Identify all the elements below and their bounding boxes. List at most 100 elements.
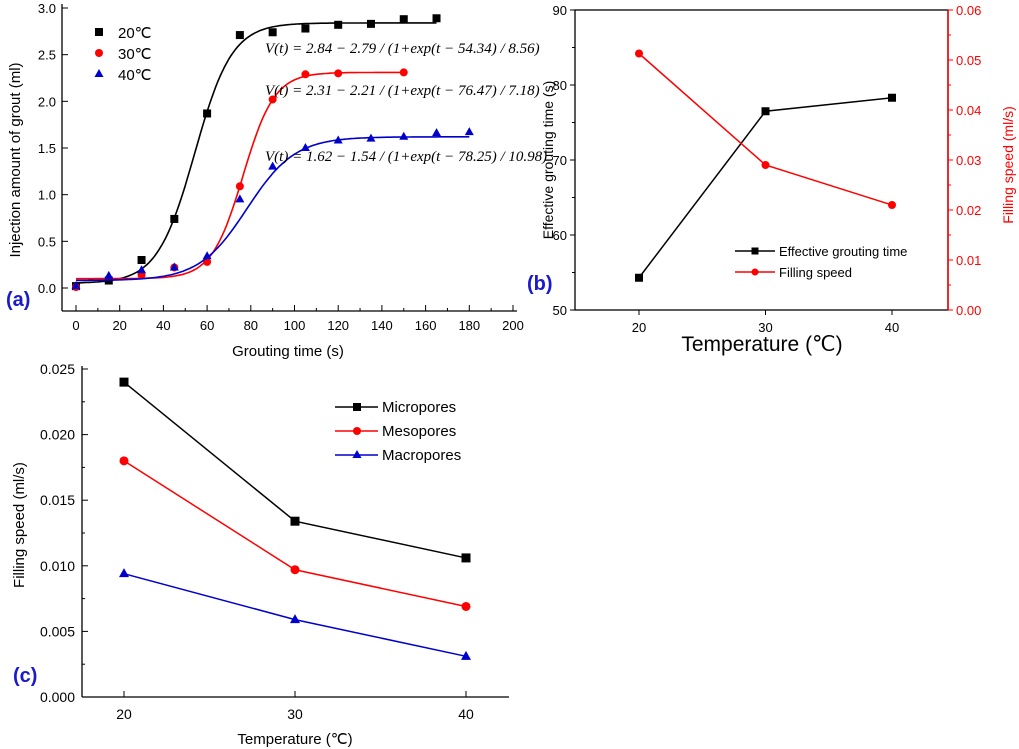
data-point — [268, 161, 278, 170]
data-point — [464, 127, 474, 136]
data-point — [290, 614, 300, 624]
plot-frame — [574, 9, 949, 311]
x-axis-label: Temperature (℃) — [237, 731, 352, 748]
data-point — [399, 15, 408, 24]
data-point — [888, 93, 896, 102]
fit-curve-0 — [75, 22, 437, 284]
y-tick-label: 80 — [553, 78, 567, 93]
y-tick-label: 0.025 — [40, 361, 75, 377]
data-point — [461, 553, 471, 563]
data-point — [432, 14, 441, 23]
legend-marker — [95, 49, 103, 57]
right-y-tick-label: 0.06 — [956, 3, 981, 18]
legend-marker — [94, 69, 104, 77]
panel-b: 20 30 40 50 60 70 80 90 0.00 0.01 0.02 0.03 0.04 0.05… — [527, 3, 1016, 356]
y-tick-label: 0.000 — [40, 689, 75, 705]
data-point — [761, 161, 770, 169]
fit-equation: V(t) = 2.84 − 2.79 / (1+exp(t − 54.34) /… — [265, 41, 540, 57]
y-tick-label: 70 — [553, 153, 567, 168]
data-point — [432, 128, 442, 137]
data-point — [635, 273, 643, 282]
x-tick-label: 20 — [112, 318, 126, 333]
panel-c: 20 30 40 0.000 0.005 0.010 0.015 0.020 0.025 Temp… — [11, 361, 509, 748]
right-y-tick-label: 0.03 — [956, 153, 981, 168]
x-tick-label: 30 — [758, 320, 772, 335]
data-point — [268, 95, 277, 104]
legend-label: Mesopores — [382, 423, 456, 440]
data-point — [119, 568, 129, 578]
x-tick-label: 140 — [371, 318, 393, 333]
y-axis-label: Injection amount of grout (ml) — [7, 62, 24, 257]
panel-label: (a) — [6, 289, 30, 311]
x-tick-label: 40 — [885, 320, 899, 335]
data-point — [71, 281, 81, 290]
data-point — [169, 262, 179, 271]
y-tick-label: 60 — [553, 228, 567, 243]
x-tick-label: 120 — [327, 318, 349, 333]
data-point — [301, 70, 310, 79]
data-point — [170, 214, 179, 223]
y-tick-label: 3.0 — [38, 1, 56, 16]
y-tick-label: 50 — [553, 303, 567, 318]
data-point — [119, 456, 129, 466]
data-point — [461, 650, 471, 660]
y-tick-label: 1.0 — [38, 188, 56, 203]
legend-marker — [751, 268, 759, 276]
data-point — [290, 565, 300, 575]
y-tick-label: 1.5 — [38, 141, 56, 156]
x-tick-label: 20 — [632, 320, 646, 335]
legend-label: Micropores — [382, 399, 456, 416]
data-point — [888, 201, 896, 209]
data-point — [203, 109, 212, 118]
y-tick-label: 2.0 — [38, 94, 56, 109]
fit-equation: V(t) = 1.62 − 1.54 / (1+exp(t − 78.25) /… — [265, 149, 547, 165]
right-y-tick-label: 0.04 — [956, 103, 981, 118]
legend-marker — [751, 247, 759, 255]
data-point — [202, 251, 212, 260]
data-point — [461, 601, 471, 611]
data-point — [268, 28, 277, 37]
y-axis-label: Effective grouting time (s) — [540, 81, 556, 239]
data-point — [399, 131, 409, 140]
data-point — [300, 143, 310, 151]
data-point — [399, 68, 408, 77]
data-point — [235, 194, 245, 203]
y-axis-label: Filling speed (ml/s) — [11, 462, 28, 588]
data-point — [366, 19, 375, 28]
legend-label: Macropores — [382, 447, 461, 464]
x-axis-label: Temperature (℃) — [681, 333, 842, 356]
data-point — [235, 31, 244, 40]
legend-label: Filling speed — [779, 265, 852, 280]
data-point — [119, 377, 129, 387]
x-tick-label: 20 — [116, 706, 132, 722]
fit-equation: V(t) = 2.31 − 2.21 / (1+exp(t − 76.47) /… — [265, 83, 540, 99]
series-line-1 — [123, 460, 467, 608]
data-point — [301, 24, 310, 33]
x-tick-label: 180 — [458, 318, 480, 333]
x-tick-label: 40 — [458, 706, 474, 722]
y-tick-label: 90 — [553, 3, 567, 18]
legend-label: 30℃ — [118, 46, 152, 63]
series-line-1 — [638, 52, 893, 206]
fit-curve-1 — [76, 71, 404, 280]
y-tick-label: 0.0 — [38, 281, 56, 296]
y-tick-label: 0.015 — [40, 492, 75, 508]
right-y-tick-label: 0.01 — [956, 253, 981, 268]
right-y-tick-label: 0.02 — [956, 203, 981, 218]
x-tick-label: 160 — [415, 318, 437, 333]
panel-label: (c) — [13, 665, 37, 687]
data-point — [334, 69, 343, 78]
x-tick-label: 100 — [284, 318, 306, 333]
y-tick-label: 0.010 — [40, 558, 75, 574]
legend-marker — [353, 403, 361, 411]
data-point — [290, 516, 300, 526]
right-y-axis-label: Filling speed (ml/s) — [1000, 106, 1016, 223]
x-tick-label: 60 — [200, 318, 214, 333]
data-point — [761, 107, 770, 116]
y-tick-label: 0.5 — [38, 234, 56, 249]
right-y-tick-label: 0.05 — [956, 53, 981, 68]
x-tick-label: 80 — [244, 318, 258, 333]
panel-a: 0 20 40 60 80 100 120 140 160 180 200 0.0 0.5 1.0 1.5 2… — [6, 1, 547, 360]
panel-label: (b) — [527, 273, 553, 295]
